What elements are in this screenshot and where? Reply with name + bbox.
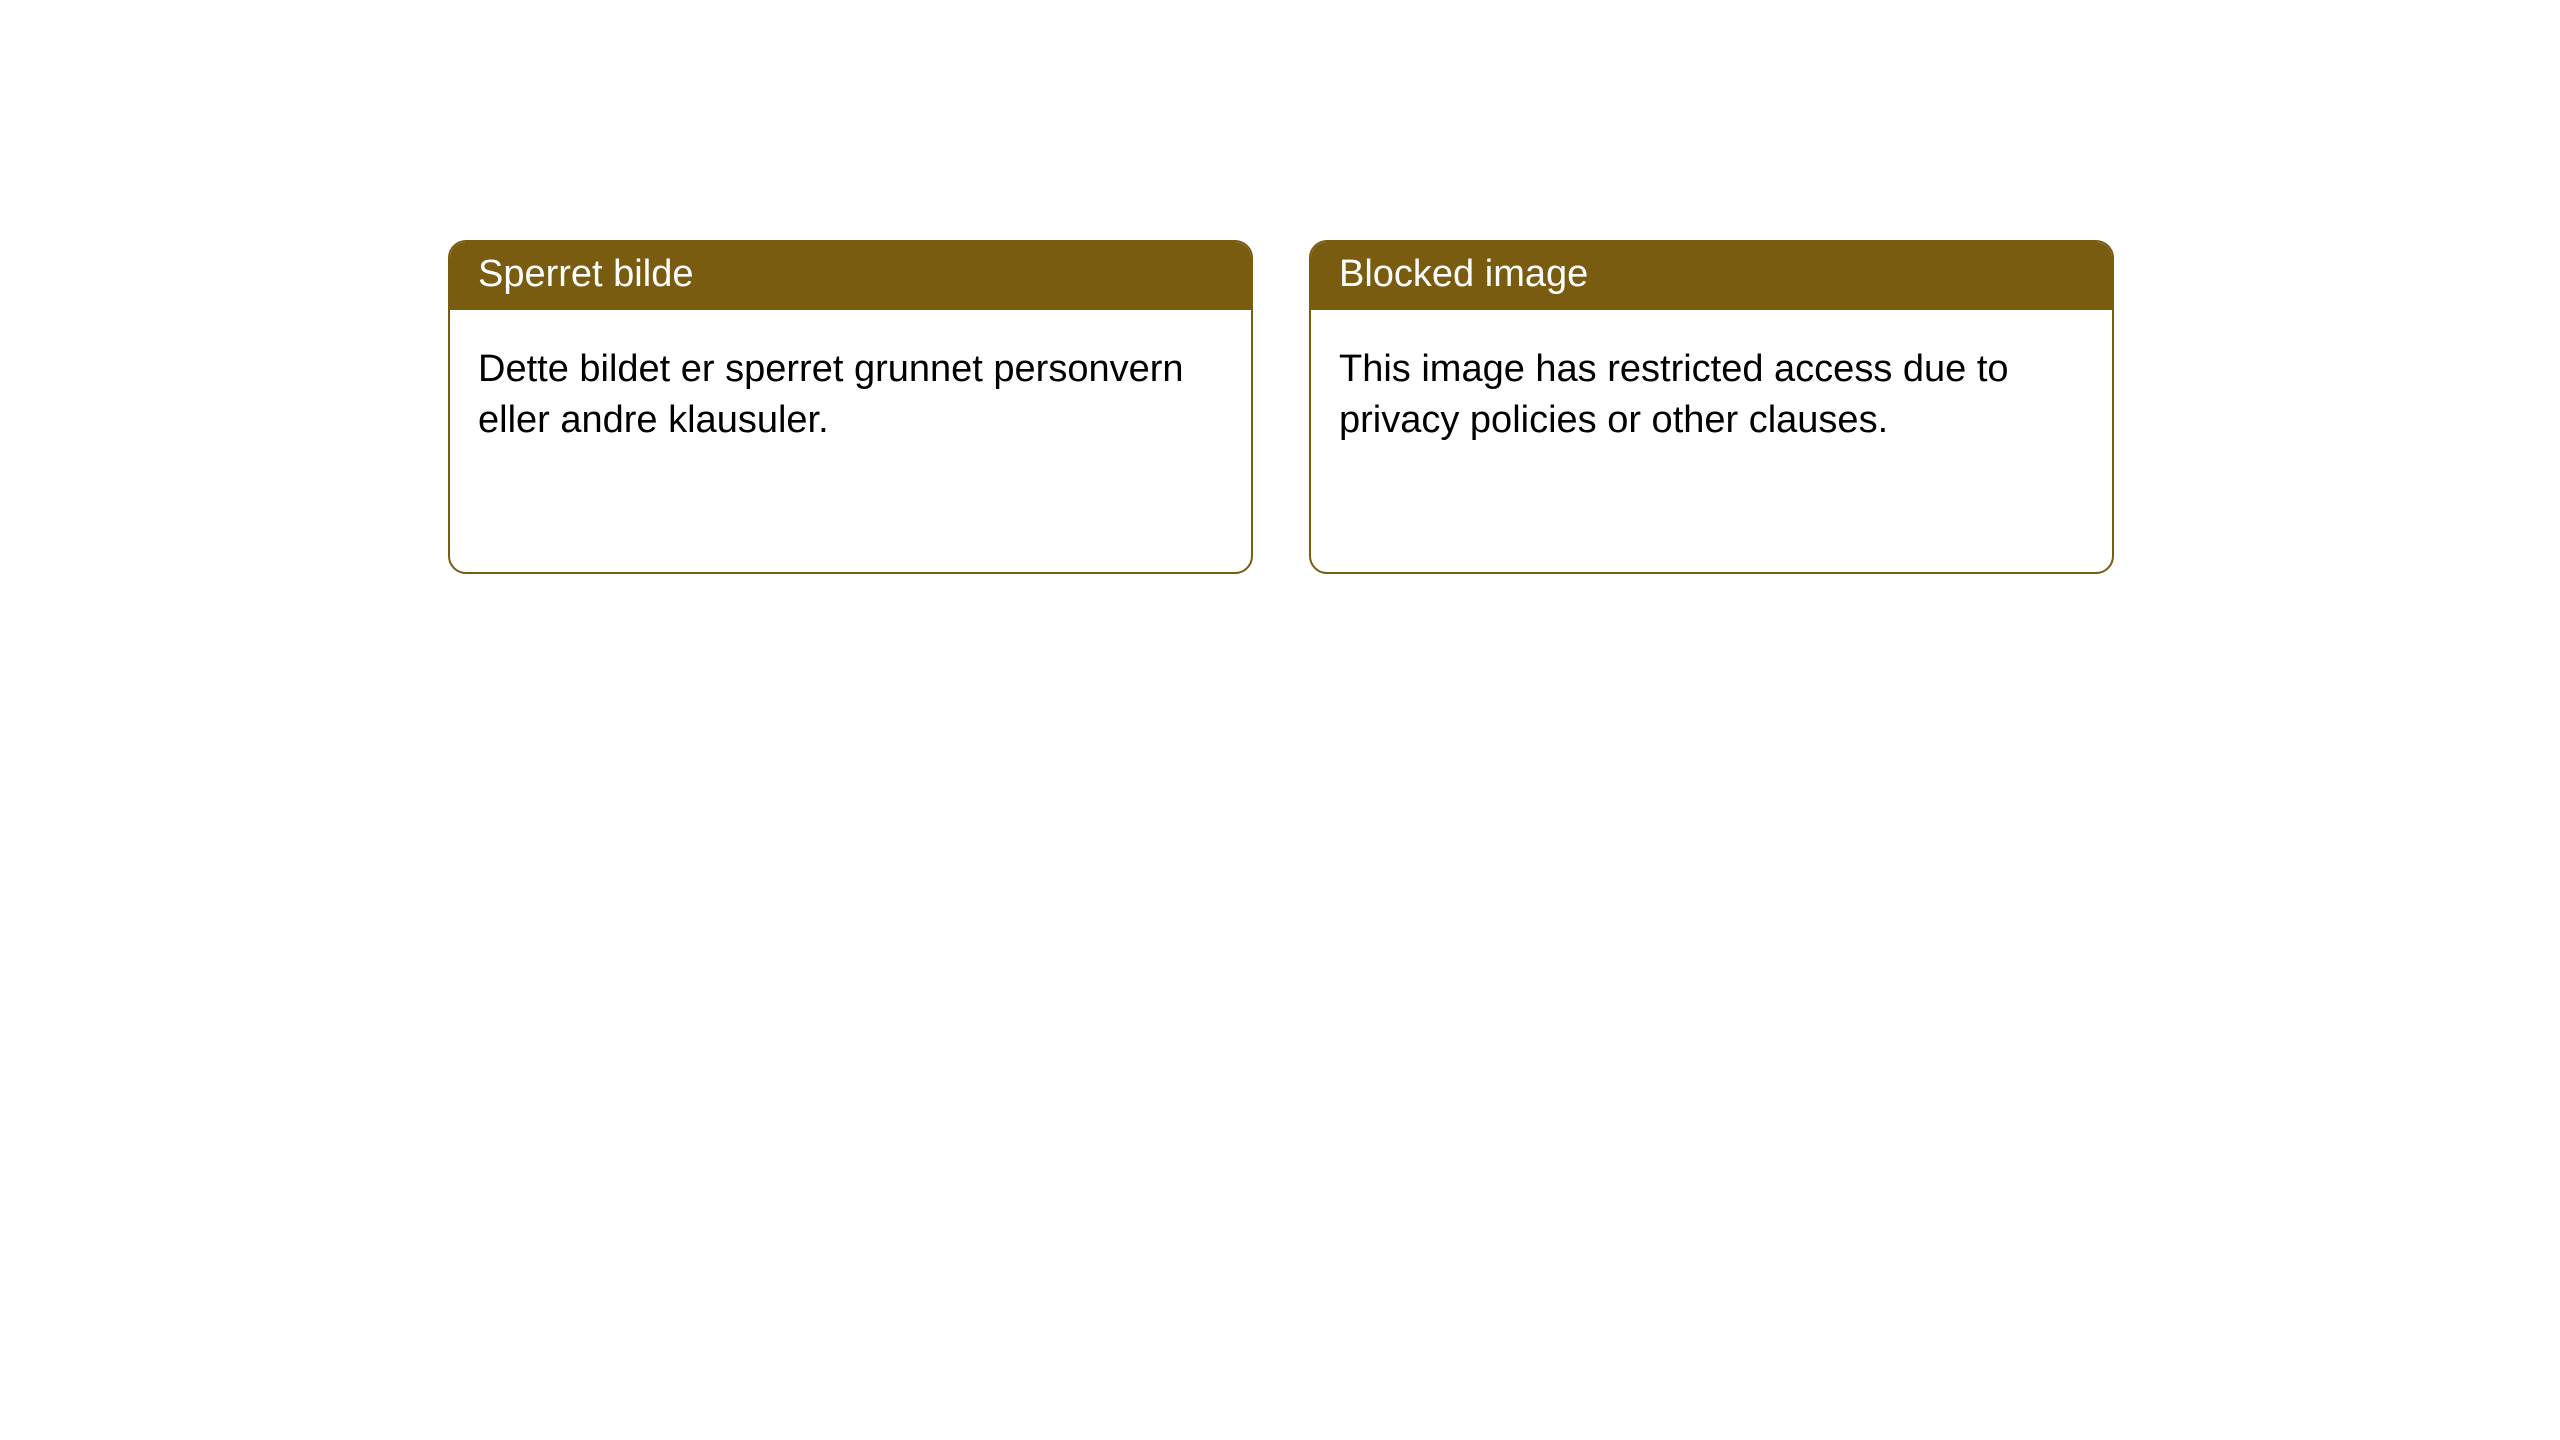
card-title: Blocked image xyxy=(1339,253,1588,295)
blocked-image-card-en: Blocked image This image has restricted … xyxy=(1309,240,2114,574)
card-header: Sperret bilde xyxy=(450,242,1251,310)
card-body-text: Dette bildet er sperret grunnet personve… xyxy=(478,348,1184,441)
card-body: This image has restricted access due to … xyxy=(1311,310,2112,481)
card-body: Dette bildet er sperret grunnet personve… xyxy=(450,310,1251,481)
cards-container: Sperret bilde Dette bildet er sperret gr… xyxy=(0,0,2560,574)
blocked-image-card-no: Sperret bilde Dette bildet er sperret gr… xyxy=(448,240,1253,574)
card-body-text: This image has restricted access due to … xyxy=(1339,348,2009,441)
card-title: Sperret bilde xyxy=(478,253,693,295)
card-header: Blocked image xyxy=(1311,242,2112,310)
